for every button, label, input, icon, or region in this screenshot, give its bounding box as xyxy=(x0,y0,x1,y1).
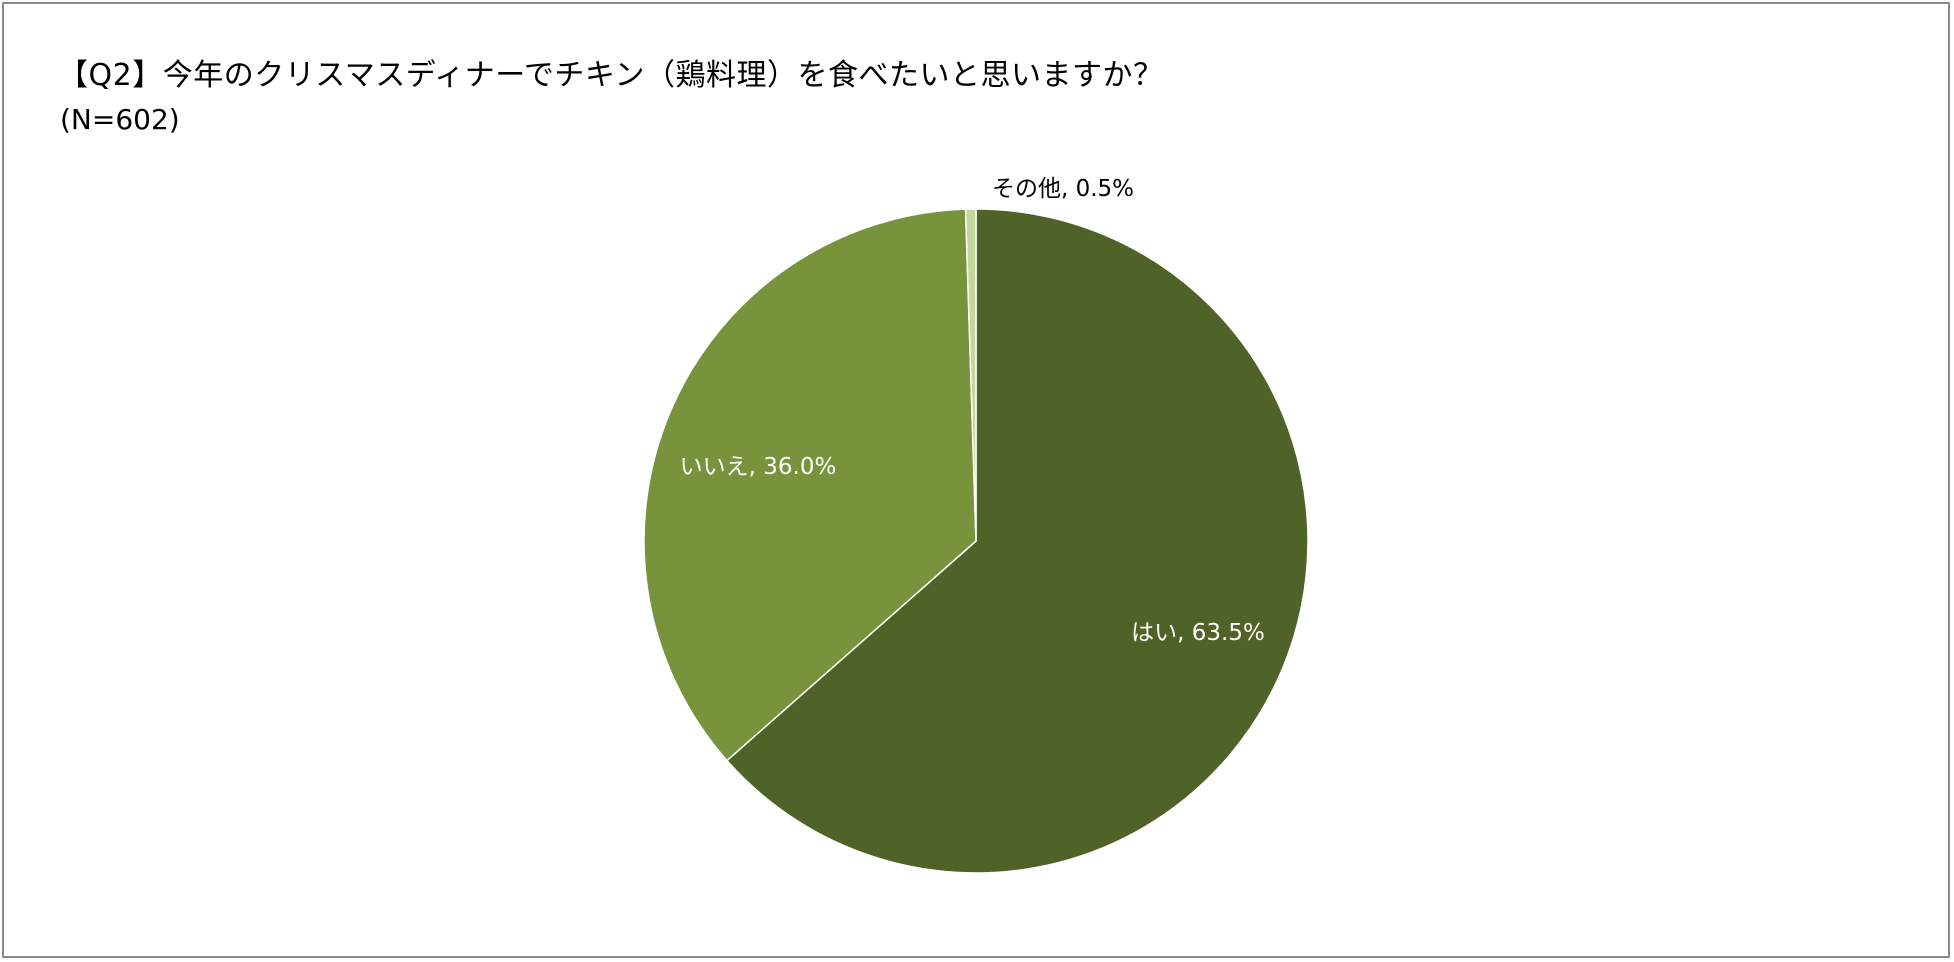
pie-slice-no xyxy=(643,208,977,762)
pie-slice-yes xyxy=(725,208,1309,874)
data-label-yes: はい, 63.5% xyxy=(1131,620,1265,646)
data-label-no: いいえ, 36.0% xyxy=(680,454,837,480)
chart-title: 【Q2】今年のクリスマスディナーでチキン（鶏料理）を食べたいと思いますか？ xyxy=(58,58,1164,93)
chart-subtitle: (N=602) xyxy=(60,103,180,136)
data-label-other: その他, 0.5% xyxy=(992,176,1134,202)
pie-slice-other xyxy=(964,208,977,542)
